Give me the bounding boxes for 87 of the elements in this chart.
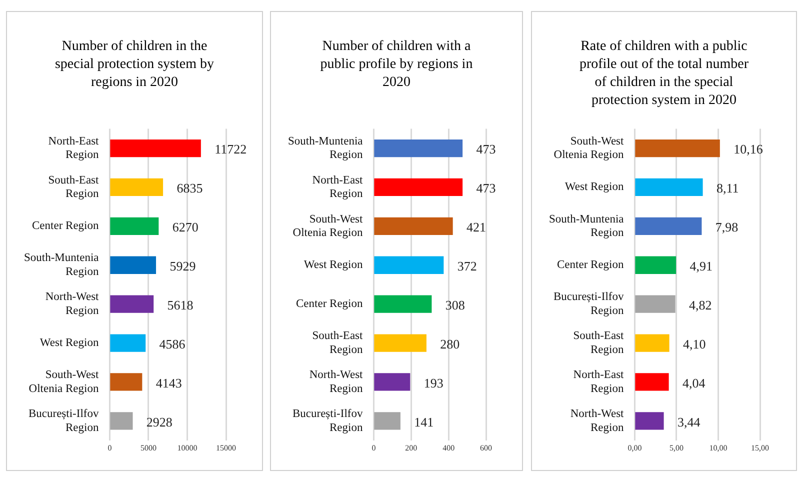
y-tick-label: North-East Region	[573, 369, 625, 395]
y-tick-label: West Region	[304, 259, 363, 272]
x-tick-label: 15000	[216, 443, 236, 452]
data-label: 4,10	[682, 336, 706, 352]
data-label: 6835	[176, 180, 203, 196]
x-tick-label: 400	[442, 443, 455, 452]
chart-title: Rate of children with a public profile out of the total number of children in the special protection system in 2020	[578, 38, 750, 110]
y-tick-label: South-East Region	[573, 330, 625, 356]
x-tick-label: 10,00	[709, 443, 728, 452]
x-tick-label: 15,00	[751, 443, 769, 452]
y-tick-label: North-East Region	[48, 135, 100, 162]
bar	[635, 373, 669, 391]
bar	[635, 334, 670, 352]
y-tick-label: Center Region	[296, 298, 363, 310]
y-tick-label: South-East Region	[312, 330, 364, 356]
bar	[635, 217, 702, 236]
x-tick-label: 10000	[177, 443, 198, 452]
data-label: 4143	[156, 375, 182, 390]
data-label: 8,11	[716, 180, 739, 196]
data-label: 308	[445, 297, 465, 312]
y-tick-label: București-Ilfov Region	[28, 408, 99, 434]
y-tick-label: West Region	[564, 181, 624, 194]
bar	[635, 256, 676, 274]
y-tick-label: North-West Region	[45, 291, 100, 317]
data-label: 4,82	[688, 297, 712, 312]
data-label: 5618	[167, 297, 194, 312]
bar	[110, 256, 156, 274]
y-tick-label: South-Muntenia Region	[548, 213, 624, 240]
bar	[374, 256, 444, 274]
data-label: 11722	[214, 142, 247, 157]
y-tick-label: South-Muntenia Region	[24, 252, 99, 278]
bar	[110, 178, 164, 196]
data-label: 5929	[170, 258, 196, 274]
y-tick-label: Center Region	[556, 259, 624, 272]
y-tick-label: West Region	[40, 337, 99, 350]
bar	[110, 217, 159, 236]
bar	[374, 295, 432, 313]
y-tick-label: București-Ilfov Region	[292, 408, 363, 434]
bar	[374, 334, 426, 352]
data-label: 3,44	[677, 414, 701, 430]
data-label: 372	[457, 258, 477, 274]
x-tick-label: 200	[405, 443, 418, 452]
data-label: 10,16	[734, 142, 764, 157]
bar	[374, 139, 463, 158]
data-label: 7,98	[715, 220, 738, 235]
data-label: 193	[424, 375, 444, 390]
x-tick-label: 5,00	[669, 443, 684, 452]
bar	[374, 217, 453, 236]
y-tick-label: North-East Region	[312, 174, 364, 200]
y-tick-label: Center Region	[32, 220, 99, 232]
bar	[110, 295, 154, 313]
bar	[635, 139, 720, 158]
bar	[374, 412, 400, 430]
bar	[110, 412, 133, 430]
x-tick-label: 0,00	[628, 443, 642, 452]
chart-title: Number of children in the special protection system by regions in 2020	[54, 38, 216, 92]
data-label: 6270	[172, 220, 198, 235]
bar	[374, 373, 410, 391]
bar	[110, 373, 142, 391]
y-tick-label: South-West Oltenia Region	[554, 135, 625, 162]
data-label: 4,91	[690, 258, 712, 274]
x-tick-label: 5000	[140, 443, 156, 452]
y-tick-label: South-West Oltenia Region	[28, 369, 100, 395]
bar	[374, 178, 463, 196]
y-tick-label: North-West Region	[570, 408, 625, 434]
x-tick-label: 0	[372, 443, 376, 452]
y-tick-label: South-West Oltenia Region	[292, 213, 364, 240]
bar	[635, 295, 676, 313]
data-label: 280	[440, 336, 460, 352]
x-tick-label: 0	[108, 443, 112, 452]
y-tick-label: South-Muntenia Region	[288, 135, 363, 162]
data-label: 473	[476, 180, 496, 196]
data-label: 4,04	[682, 375, 706, 390]
y-tick-label: South-East Region	[48, 174, 100, 200]
y-tick-label: București-Ilfov Region	[553, 291, 624, 317]
y-tick-label: North-West Region	[309, 369, 364, 395]
chart-title: Number of children with a public profile by regions in 2020	[319, 38, 474, 92]
x-tick-label: 600	[480, 443, 492, 452]
data-label: 2928	[146, 414, 172, 430]
bar	[110, 139, 201, 158]
data-label: 4586	[159, 336, 186, 352]
bar	[635, 412, 664, 430]
bar	[110, 334, 146, 352]
data-label: 421	[466, 220, 486, 235]
data-label: 473	[476, 142, 496, 157]
bar	[635, 178, 703, 196]
data-label: 141	[414, 414, 434, 430]
